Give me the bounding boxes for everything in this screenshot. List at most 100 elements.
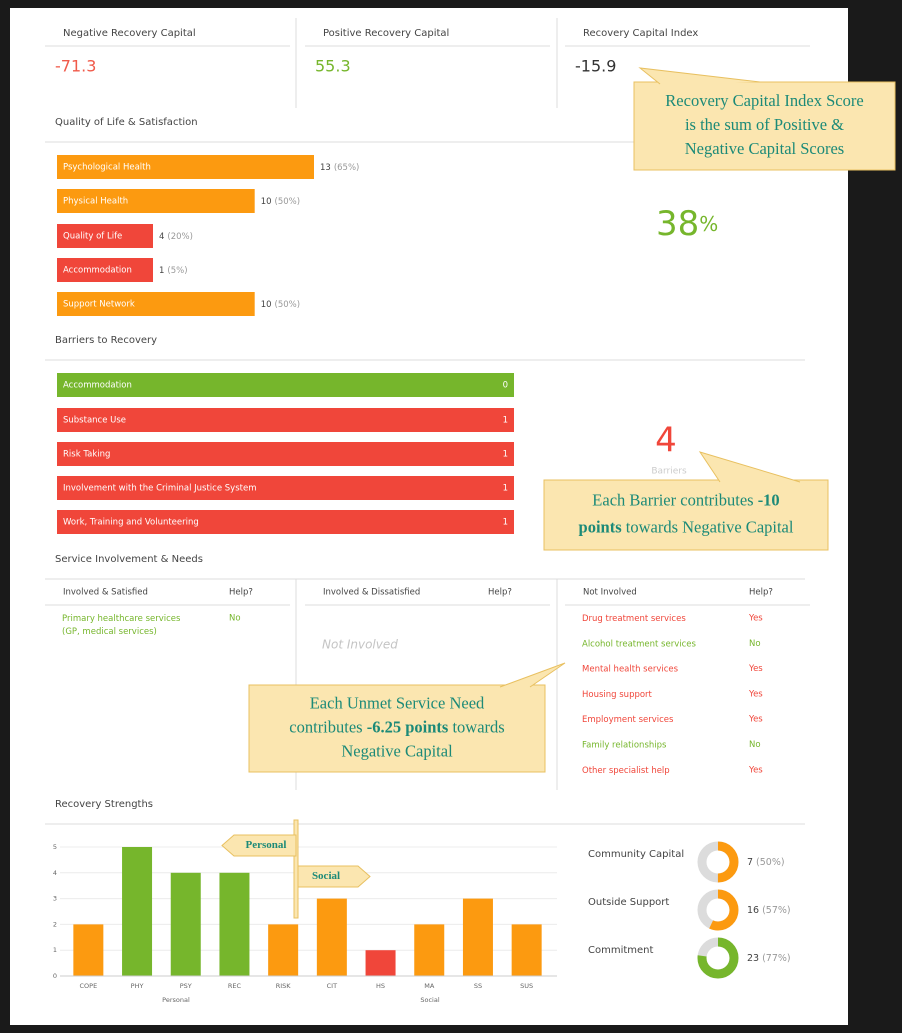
service-name: Alcohol treatment services [582,639,696,649]
bar [57,258,153,282]
column-help-header: Help? [488,588,512,598]
callout-segment: towards [448,717,504,736]
service-help: Yes [748,614,763,624]
callout-segment: is the sum of Positive & [685,115,844,134]
callout-text: Each Barrier contributes -10 [592,490,779,509]
donut-percent: (50%) [756,857,785,868]
donut-arc [697,841,739,883]
callout-segment: Each Barrier contributes [592,490,757,509]
y-tick-label: 2 [53,920,57,928]
donut-percent: (77%) [762,953,791,964]
column-header: Involved & Dissatisfied [323,588,420,598]
section-title: Recovery Strengths [55,799,153,810]
section-title: Quality of Life & Satisfaction [55,117,198,128]
bar [365,950,396,976]
callout-box [633,81,896,171]
donut-percent: (57%) [762,905,791,916]
donut-label: Commitment [588,945,654,956]
service-help: Yes [748,715,763,725]
callout-segment: Recovery Capital Index Score [665,91,863,110]
bar-label: Physical Health [63,197,128,207]
barrier-bar [57,408,514,432]
bar [57,155,314,179]
callout-box [248,684,546,773]
barrier-label: Substance Use [63,416,126,426]
score-value: 38 [656,204,699,244]
x-tick-label: COPE [80,982,98,990]
donut-value: 23 (77%) [747,953,791,964]
x-tick-label: PSY [180,982,192,990]
service-name: Drug treatment services [582,614,686,624]
sign-board [221,834,297,857]
bar-value: 13 (65%) [320,163,359,173]
service-name: Other specialist help [582,765,670,775]
barrier-bar [57,510,514,534]
callout-text: is the sum of Positive & [685,115,844,134]
score: 38% [656,204,718,244]
service-help: Yes [748,765,763,775]
barrier-label: Work, Training and Volunteering [63,518,199,528]
empty-text: Not Involved [322,638,398,652]
y-tick-label: 3 [53,895,57,903]
x-tick-label: SUS [520,982,533,990]
donut-label: Outside Support [588,897,669,908]
callout-text: Negative Capital [341,741,453,760]
bar [316,898,347,976]
callout-text: Recovery Capital Index Score [665,91,863,110]
service-help: No [749,740,761,750]
x-tick-label: CIT [327,982,337,990]
barrier-label: Involvement with the Criminal Justice Sy… [63,484,256,494]
percent-text: (5%) [167,266,187,276]
service-help: No [229,614,241,624]
barrier-count: 4 [655,421,677,461]
bar [511,924,542,976]
callout-pointer [698,451,801,483]
donut-count: 23 [747,953,759,964]
donut-value: 16 (57%) [747,905,791,916]
value-text: 10 [261,197,272,207]
score-unit: % [699,212,718,236]
callout-pointer [499,662,566,688]
service-help: Yes [748,664,763,674]
value-text: 1 [159,266,164,276]
bar-value: 1 (5%) [159,266,188,276]
donut-count: 7 [747,857,753,868]
metric-label: Positive Recovery Capital [323,28,449,39]
column-help-header: Help? [229,588,253,598]
bar-label: Quality of Life [63,232,122,242]
barrier-bar [57,476,514,500]
section-title: Barriers to Recovery [55,335,157,346]
callout-segment: Each Unmet Service Need [310,693,485,712]
metric-value: 55.3 [315,57,351,76]
bar-value: 4 (20%) [159,232,193,242]
barrier-value: 1 [503,518,508,528]
callout-box [543,479,829,551]
callout-segment: contributes [289,717,366,736]
donut-label: Community Capital [588,849,684,860]
column-help-header: Help? [749,588,773,598]
bar [170,872,201,976]
callout-text: points towards Negative Capital [579,517,794,536]
service-help: No [749,639,761,649]
y-tick-label: 5 [53,843,57,851]
callout-text: Negative Capital Scores [685,139,844,158]
bar [414,924,445,976]
bar-label: Accommodation [63,266,132,276]
group-label: Personal [162,996,190,1004]
barrier-value: 1 [503,484,508,494]
barrier-label: Accommodation [63,381,132,391]
barrier-value: 0 [503,381,508,391]
sign-text: Social [312,870,340,882]
service-name: Mental health services [582,664,679,674]
barrier-label: Risk Taking [63,450,110,460]
group-label: Social [420,996,439,1004]
metric-value: -15.9 [575,57,616,76]
callout-segment: Negative Capital Scores [685,139,844,158]
service-help: Yes [748,689,763,699]
service-name: Employment services [582,715,674,725]
bar-label: Psychological Health [63,163,151,173]
x-tick-label: MA [424,982,435,990]
value-text: 4 [159,232,164,242]
percent-text: (20%) [167,232,193,242]
